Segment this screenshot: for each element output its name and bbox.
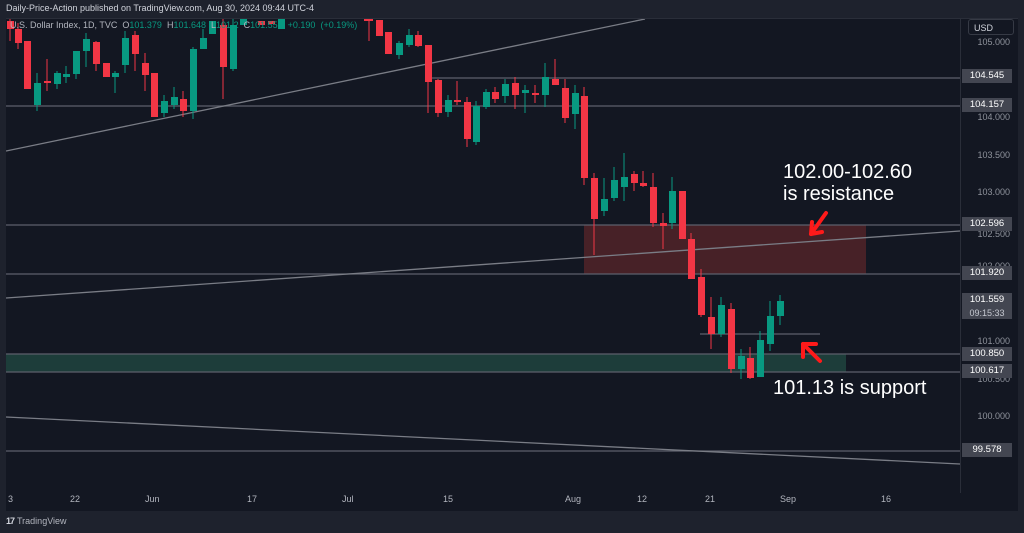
time-label: 16 (881, 494, 892, 504)
time-label: Sep (780, 494, 797, 504)
support-annotation: 101.13 is support (773, 377, 927, 399)
chart-pane[interactable] (6, 18, 1018, 511)
change-percent: (+0.19%) (320, 20, 358, 30)
time-label: 3 (8, 494, 14, 504)
symbol-name: U.S. Dollar Index, 1D, TVC (10, 20, 118, 30)
candlestick-chart[interactable] (6, 19, 1018, 511)
time-label: Aug (565, 494, 582, 504)
tradingview-mark-icon: 17 (6, 516, 15, 526)
price-label-102596: 102.596 (962, 217, 1012, 231)
change-value: +0.190 (287, 20, 316, 30)
time-label: 22 (70, 494, 81, 504)
price-label-104545: 104.545 (962, 69, 1012, 83)
time-label: 17 (247, 494, 258, 504)
open-value: 101.379 (129, 20, 162, 30)
tradingview-logo[interactable]: 17 TradingView (6, 516, 67, 526)
high-value: 101.648 (173, 20, 207, 30)
currency-button[interactable]: USD (968, 19, 1014, 35)
tick-100: 100.000 (977, 411, 1010, 421)
publisher-line: Daily-Price-Action published on TradingV… (6, 3, 315, 13)
price-label-100617: 100.617 (962, 364, 1012, 378)
current-price-label: 101.559 09:15:33 (962, 293, 1012, 319)
time-label: 15 (443, 494, 454, 504)
tick-101: 101.000 (977, 336, 1010, 346)
current-price: 101.559 (969, 294, 1005, 305)
price-label-100850: 100.850 (962, 347, 1012, 361)
price-label-104157: 104.157 (962, 98, 1012, 112)
price-label-99578: 99.578 (962, 443, 1012, 457)
tick-103: 103.000 (977, 187, 1010, 197)
tick-102-5: 102.500 (977, 229, 1010, 239)
price-label-101920: 101.920 (962, 266, 1012, 280)
symbol-legend[interactable]: U.S. Dollar Index, 1D, TVC O101.379 H101… (10, 20, 358, 30)
bar-countdown: 09:15:33 (969, 308, 1005, 318)
tick-100-5: 100.500 (977, 374, 1010, 384)
time-label: 12 (637, 494, 648, 504)
low-value: 101.2 (216, 20, 239, 30)
annotation-arrows (801, 211, 828, 363)
tick-105: 105.000 (977, 37, 1010, 47)
tick-103-5: 103.500 (977, 150, 1010, 160)
tick-104: 104.000 (977, 112, 1010, 122)
candles (7, 19, 784, 379)
time-label: Jun (145, 494, 160, 504)
resistance-annotation: 102.00-102.60 is resistance (783, 161, 913, 205)
time-label: Jul (342, 494, 354, 504)
time-axis[interactable]: 3 22 Jun 17 Jul 15 Aug 12 21 Sep 16 (6, 490, 960, 511)
trend-lines (6, 19, 961, 465)
time-label: 21 (705, 494, 716, 504)
close-value: 101.559 (250, 20, 283, 30)
support-zone (6, 354, 846, 372)
price-axis[interactable] (960, 18, 1019, 493)
